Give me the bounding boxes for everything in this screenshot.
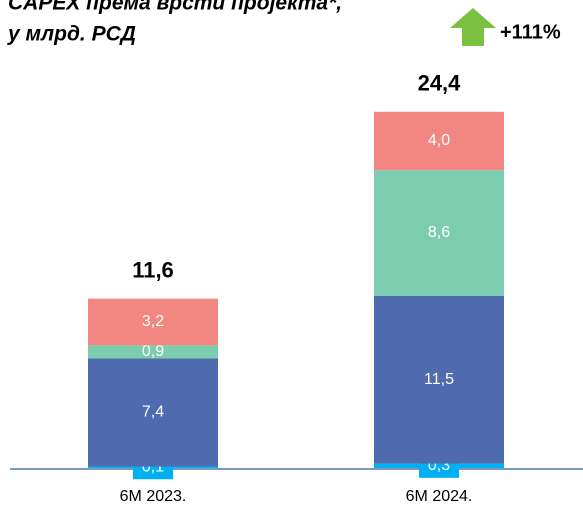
data-label: 11,5 <box>424 371 454 388</box>
up-arrow <box>450 8 496 46</box>
chart-title: CAPEX према врсти пројекта*, <box>8 0 342 15</box>
data-label: 8,6 <box>428 224 450 241</box>
bar-segment <box>88 298 218 346</box>
data-label: 7,4 <box>142 404 164 421</box>
bar-segment <box>88 345 218 359</box>
x-tick-label: 6M 2024. <box>406 488 473 505</box>
data-label: 0,9 <box>142 343 164 360</box>
data-label: 4,0 <box>428 132 450 149</box>
x-tick-label: 6M 2023. <box>120 488 187 505</box>
bar-segment <box>88 358 218 467</box>
bar-segment <box>374 170 504 296</box>
chart-title: у млрд. РСД <box>7 23 136 46</box>
total-label: 11,6 <box>132 257 174 282</box>
bar-segment <box>374 295 504 464</box>
bar-segment <box>374 111 504 171</box>
total-label: 24,4 <box>418 71 462 96</box>
annotation: +111% <box>500 21 561 43</box>
data-label: 3,2 <box>142 313 164 330</box>
